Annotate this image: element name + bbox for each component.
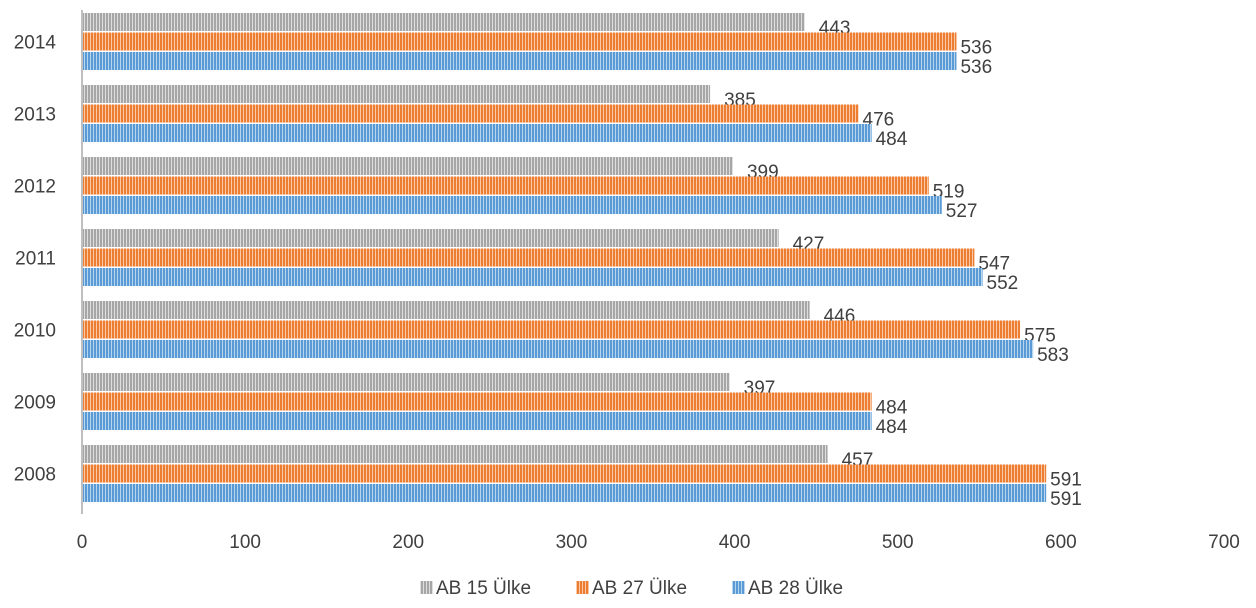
y-tick-label-2013: 2013 xyxy=(14,105,56,126)
bar-2013-series-2 xyxy=(83,124,872,142)
x-tick-label-500: 500 xyxy=(882,532,914,553)
legend-label-2: AB 28 Ülke xyxy=(748,578,843,599)
bar-2012-series-2 xyxy=(83,196,942,214)
x-tick-label-700: 700 xyxy=(1208,532,1240,553)
y-tick-label-2012: 2012 xyxy=(14,177,56,198)
data-label-2013-series-2: 484 xyxy=(876,129,908,150)
y-tick-label-2011: 2011 xyxy=(15,249,56,270)
bar-2012-series-0 xyxy=(83,157,733,175)
bar-2009-series-1 xyxy=(83,392,872,411)
data-label-2010-series-2: 583 xyxy=(1037,345,1069,366)
legend-swatch-0 xyxy=(420,581,433,594)
bar-2013-series-1 xyxy=(83,104,859,123)
data-label-2009-series-1: 484 xyxy=(876,398,908,419)
bar-2008-series-2 xyxy=(83,484,1047,502)
bar-2014-series-2 xyxy=(83,52,957,70)
x-tick-label-100: 100 xyxy=(229,532,261,553)
bar-2012-series-1 xyxy=(83,176,929,195)
legend-label-0: AB 15 Ülke xyxy=(436,578,531,599)
bar-2009-series-2 xyxy=(83,412,872,430)
y-tick-label-2009: 2009 xyxy=(14,393,56,414)
data-label-2011-series-2: 552 xyxy=(987,273,1019,294)
legend-label-1: AB 27 Ülke xyxy=(592,578,687,599)
data-label-2009-series-2: 484 xyxy=(876,417,908,438)
data-label-2011-series-1: 547 xyxy=(978,254,1010,275)
data-label-2014-series-1: 536 xyxy=(960,38,992,59)
bar-2010-series-0 xyxy=(83,301,810,319)
legend-swatch-2 xyxy=(732,581,745,594)
bar-2010-series-1 xyxy=(83,320,1021,339)
x-tick-label-0: 0 xyxy=(77,532,88,553)
y-tick-label-2008: 2008 xyxy=(14,465,56,486)
data-label-2012-series-2: 527 xyxy=(946,201,978,222)
legend-swatch-1 xyxy=(576,581,589,594)
bar-2010-series-2 xyxy=(83,340,1034,358)
bar-2014-series-0 xyxy=(83,13,805,31)
bar-2014-series-1 xyxy=(83,32,957,51)
bar-2008-series-1 xyxy=(83,464,1047,483)
bar-2008-series-0 xyxy=(83,445,828,463)
x-tick-label-600: 600 xyxy=(1045,532,1077,553)
legend: AB 15 Ülke AB 27 Ülke AB 28 Ülke xyxy=(420,578,843,599)
data-label-2014-series-2: 536 xyxy=(960,57,992,78)
bar-2011-series-1 xyxy=(83,248,975,267)
bar-2011-series-2 xyxy=(83,268,983,286)
x-tick-label-300: 300 xyxy=(556,532,588,553)
bar-2009-series-0 xyxy=(83,373,730,391)
y-tick-label-2010: 2010 xyxy=(14,321,56,342)
x-tick-label-200: 200 xyxy=(392,532,424,553)
bar-2013-series-0 xyxy=(83,85,711,103)
data-label-2008-series-2: 591 xyxy=(1050,489,1082,510)
x-tick-label-400: 400 xyxy=(719,532,751,553)
bar-2011-series-0 xyxy=(83,229,779,247)
data-label-2008-series-1: 591 xyxy=(1050,470,1082,491)
y-tick-label-2014: 2014 xyxy=(14,33,57,54)
